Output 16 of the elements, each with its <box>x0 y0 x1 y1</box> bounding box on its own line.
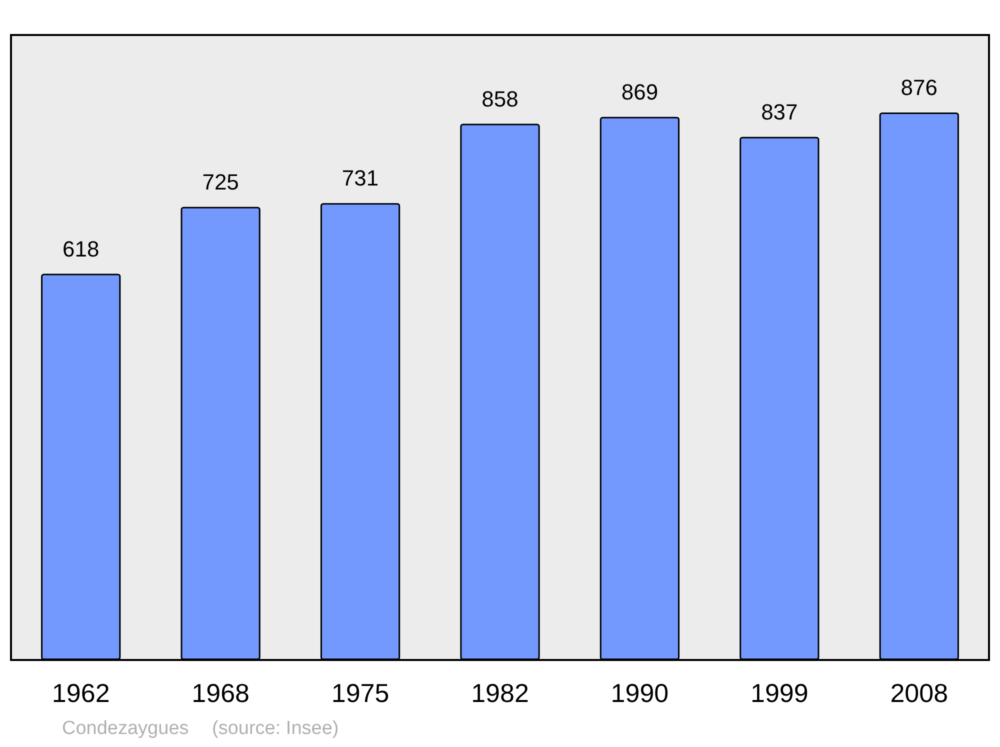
data-label: 731 <box>342 166 379 191</box>
data-label: 876 <box>900 75 938 100</box>
x-tick-label: 1962 <box>52 678 110 708</box>
x-tick-label: 1999 <box>750 678 808 708</box>
data-label: 837 <box>761 99 798 124</box>
data-label: 725 <box>202 169 239 194</box>
x-tick-label: 1990 <box>610 678 669 708</box>
x-tick-label: 2008 <box>890 678 948 708</box>
data-label: 869 <box>621 79 658 104</box>
x-tick-label: 1975 <box>331 678 390 708</box>
text: Condezaygues <box>62 718 189 739</box>
x-tick-label: 1982 <box>471 678 529 708</box>
text: (source: Insee) <box>212 718 339 739</box>
x-tick-label: 1968 <box>192 678 250 708</box>
data-label: 858 <box>482 86 518 112</box>
data-label: 618 <box>62 236 100 262</box>
